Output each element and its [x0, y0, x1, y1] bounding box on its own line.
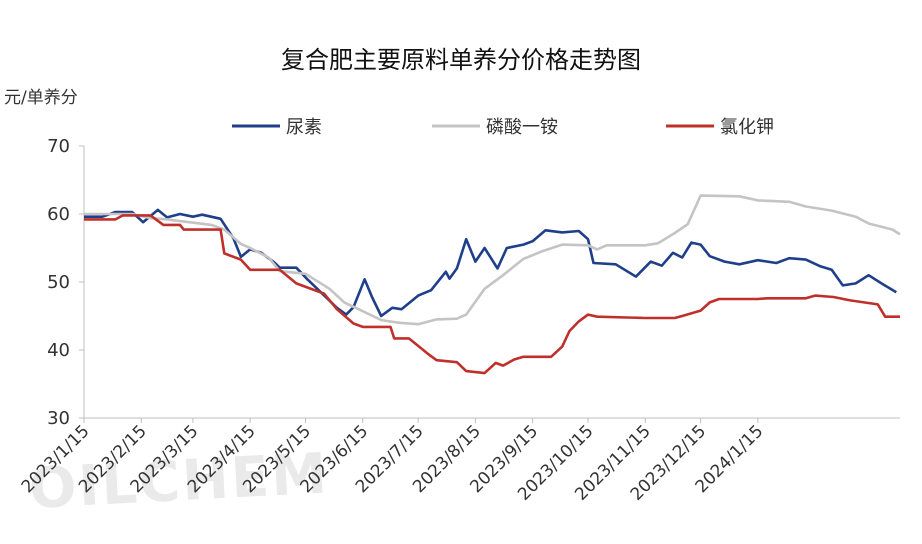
chart-title: 复合肥主要原料单养分价格走势图 [281, 46, 641, 74]
series-line-1 [84, 194, 901, 326]
y-axis: 30 40 50 60 70 [47, 136, 85, 429]
legend-label-1: 磷酸一铵 [486, 117, 558, 138]
legend-label-0: 尿素 [286, 117, 322, 138]
series-line-0 [84, 208, 897, 318]
y-tick-label: 50 [47, 272, 70, 293]
y-axis-label: 元/单养分 [4, 88, 78, 108]
legend-label-2: 氯化钾 [720, 117, 774, 138]
y-tick-label: 30 [47, 408, 70, 429]
y-tick-label: 40 [47, 340, 70, 361]
y-tick-label: 70 [47, 136, 70, 157]
series-line-2 [84, 214, 900, 375]
plot-area [84, 194, 901, 375]
y-tick-label: 60 [47, 204, 70, 225]
watermark: OILCHEM [27, 441, 330, 522]
legend: 尿素 磷酸一铵 氯化钾 [232, 117, 774, 138]
